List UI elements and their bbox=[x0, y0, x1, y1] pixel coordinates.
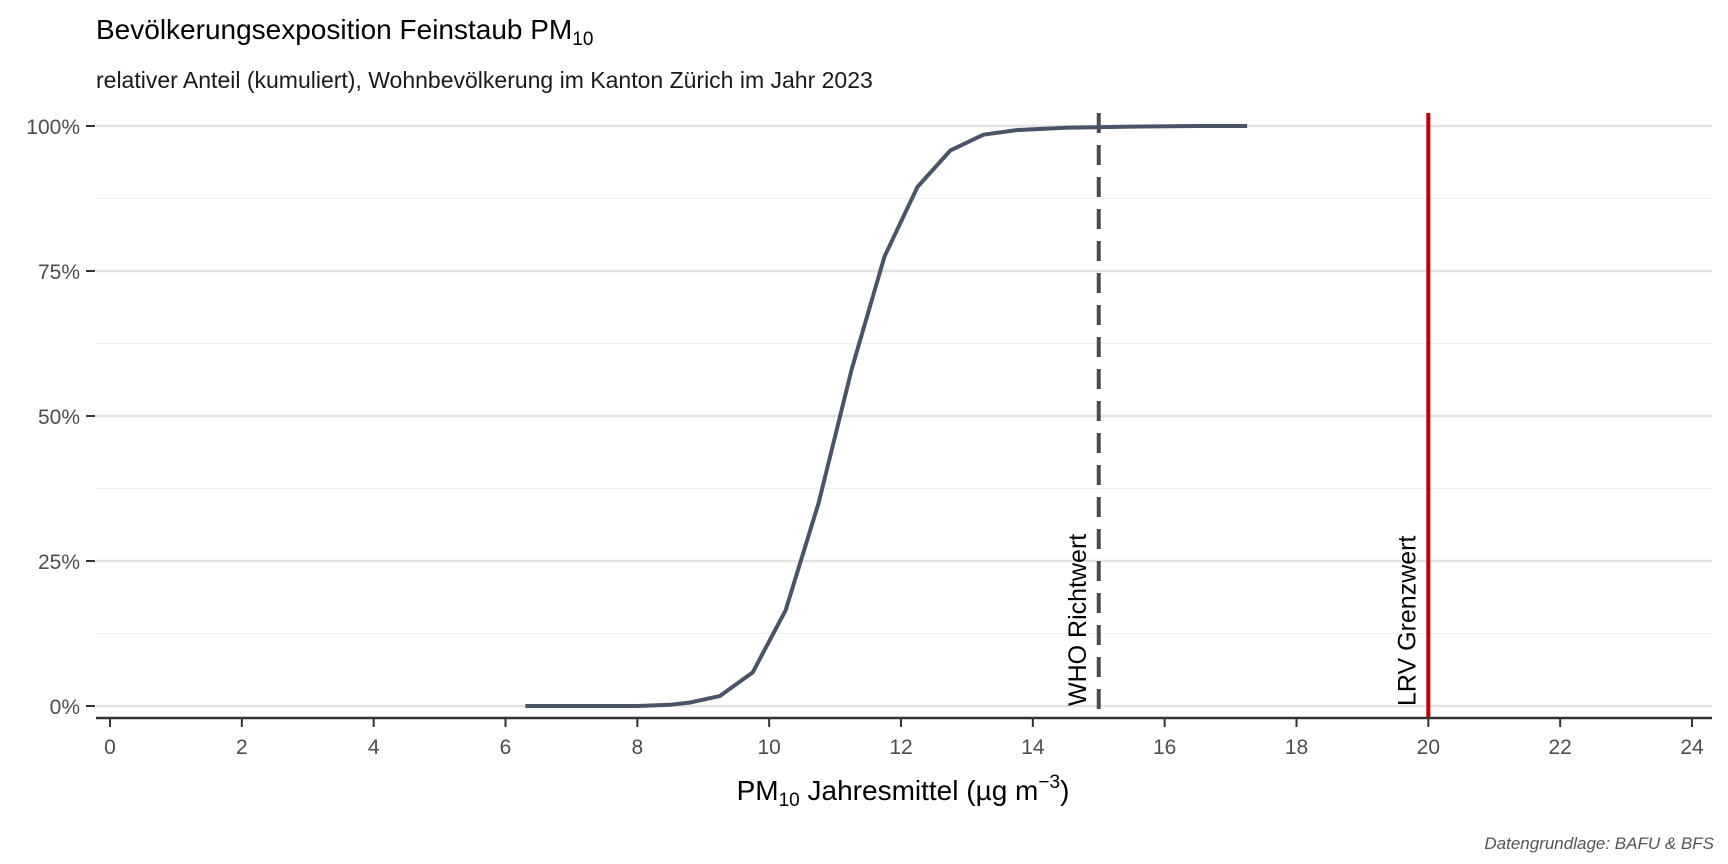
reference-line-label: LRV Grenzwert bbox=[1393, 536, 1421, 706]
reference-line-label: WHO Richtwert bbox=[1064, 534, 1092, 706]
reference-lines: WHO Richtwert LRV Grenzwert bbox=[1064, 113, 1431, 718]
axes: 0%25%50%75%100%0 2 4 6 8 10 12 14 16 18 20 22 24PM10… bbox=[26, 116, 1712, 811]
x-tick-label: 18 bbox=[1285, 736, 1308, 759]
x-tick-label: 14 bbox=[1021, 736, 1045, 759]
series-line bbox=[525, 124, 1248, 708]
x-tick-label: 6 bbox=[500, 736, 512, 759]
x-tick-label: 2 bbox=[236, 736, 248, 759]
x-tick-label: 22 bbox=[1548, 736, 1571, 759]
x-axis-title: PM10 Jahresmittel (µg m−3) bbox=[737, 772, 1070, 811]
x-tick-label: 16 bbox=[1153, 736, 1176, 759]
x-tick-label: 24 bbox=[1680, 736, 1704, 759]
title-subscript: 10 bbox=[572, 29, 594, 50]
x-tick-label: 8 bbox=[631, 736, 643, 759]
y-tick-label: 0% bbox=[50, 696, 80, 719]
chart-subtitle: relativer Anteil (kumuliert), Wohnbevölk… bbox=[96, 67, 873, 93]
y-tick-label: 75% bbox=[38, 261, 80, 284]
x-tick-label: 12 bbox=[889, 736, 912, 759]
y-tick-label: 100% bbox=[26, 116, 80, 139]
x-tick-label: 20 bbox=[1417, 736, 1440, 759]
x-tick-label: 10 bbox=[757, 736, 780, 759]
x-tick-label: 0 bbox=[104, 736, 116, 759]
y-tick-label: 50% bbox=[38, 406, 80, 429]
data-series bbox=[525, 124, 1248, 708]
x-tick-label: 4 bbox=[368, 736, 380, 759]
source-caption: Datengrundlage: BAFU & BFS bbox=[1484, 834, 1714, 853]
y-tick-label: 25% bbox=[38, 551, 80, 574]
chart-title: Bevölkerungsexposition Feinstaub PM10 bbox=[96, 14, 594, 50]
grid bbox=[96, 124, 1712, 708]
